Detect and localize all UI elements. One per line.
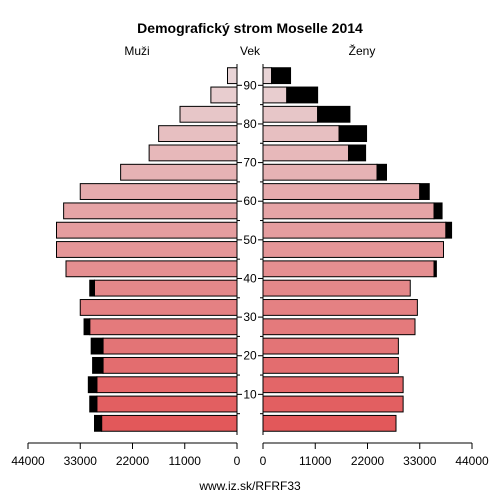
male-bar-65-69 (120, 163, 238, 181)
x-tick-label-left: 22000 (116, 454, 150, 468)
male-bars (56, 67, 238, 432)
female-bar-70-74 (262, 144, 349, 162)
male-bar-40-44 (65, 260, 238, 278)
female-bar-85-89 (262, 86, 288, 104)
female-bar-65-69 (262, 163, 378, 181)
female-surplus-bar-40-44 (433, 260, 437, 278)
x-tick-label-left: 11000 (169, 454, 202, 468)
left-label: Muži (124, 44, 149, 58)
male-bar-80-84 (179, 105, 238, 123)
female-surplus-bar-80-84 (317, 105, 351, 123)
female-bar-15-19 (262, 356, 399, 374)
age-tick-label: 80 (243, 117, 257, 131)
age-tick-label: 90 (243, 78, 257, 92)
male-bar-50-54 (56, 221, 238, 239)
female-bar-60-64 (262, 183, 421, 200)
x-tick-label-left: 0 (234, 454, 241, 468)
x-tick-label-left: 44000 (11, 454, 45, 468)
female-surplus-bar-55-59 (433, 202, 443, 220)
male-bar-90+ (227, 67, 238, 85)
x-tick-label-right: 22000 (351, 454, 385, 468)
female-bar-40-44 (262, 260, 435, 278)
female-bar-75-79 (262, 125, 340, 143)
female-bar-0-4 (262, 414, 397, 432)
female-bar-90+ (262, 67, 273, 85)
age-tick-label: 50 (243, 233, 257, 247)
axes: 44000 33000 22000 11000 0 0 11000 22000 33000 440… (11, 64, 489, 468)
male-surplus-bar-0-4 (94, 414, 103, 432)
age-tick-label: 10 (243, 387, 257, 401)
female-bar-50-54 (262, 221, 447, 239)
x-tick-label-right: 33000 (403, 454, 437, 468)
male-surplus-bar-5-9 (89, 395, 98, 413)
female-bar-5-9 (262, 395, 404, 413)
male-surplus-bar-15-19 (92, 356, 104, 374)
x-tick-label-right: 44000 (455, 454, 489, 468)
male-bar-15-19 (102, 356, 238, 374)
male-bar-75-79 (158, 125, 238, 143)
male-bar-55-59 (63, 202, 238, 220)
x-tick-label-right: 0 (260, 454, 267, 468)
x-tick-label-left: 33000 (64, 454, 98, 468)
age-tick-label: 20 (243, 349, 257, 363)
male-surplus-bar-10-14 (87, 376, 98, 394)
female-surplus-bar-65-69 (376, 163, 387, 181)
center-label: Vek (240, 44, 261, 58)
male-bar-25-29 (89, 318, 238, 336)
male-bar-10-14 (96, 376, 238, 394)
male-bar-85-89 (210, 86, 238, 104)
female-bar-30-34 (262, 299, 418, 316)
male-surplus-bar-20-24 (90, 337, 104, 355)
age-tick-label: 40 (243, 271, 257, 285)
female-surplus-bar-70-74 (348, 144, 367, 162)
female-surplus-bar-75-79 (338, 125, 368, 143)
female-bar-20-24 (262, 337, 399, 355)
male-bar-60-64 (79, 183, 238, 200)
male-surplus-bar-35-39 (89, 279, 95, 297)
female-surplus-bar-85-89 (286, 86, 319, 104)
female-bar-55-59 (262, 202, 435, 220)
female-bar-45-49 (262, 241, 444, 258)
female-surplus-bar-60-64 (419, 183, 430, 200)
female-bar-10-14 (262, 376, 404, 394)
male-bar-45-49 (56, 241, 238, 258)
male-bar-5-9 (96, 395, 238, 413)
age-tick-label: 70 (243, 156, 257, 170)
female-surplus-bar-50-54 (445, 221, 453, 239)
female-bar-35-39 (262, 279, 411, 297)
chart-title: Demografický strom Moselle 2014 (137, 20, 363, 36)
male-bar-20-24 (102, 337, 238, 355)
source-label: www.iz.sk/RFRF33 (198, 479, 301, 493)
male-bar-35-39 (94, 279, 238, 297)
right-label: Ženy (349, 43, 376, 58)
male-bar-30-34 (79, 299, 238, 316)
female-bar-80-84 (262, 105, 319, 123)
female-surplus-bar-90+ (271, 67, 292, 85)
male-bar-70-74 (148, 144, 238, 162)
male-bar-0-4 (101, 414, 238, 432)
age-tick-label: 30 (243, 310, 257, 324)
female-bars (262, 67, 453, 432)
female-bar-25-29 (262, 318, 416, 336)
x-tick-label-right: 11000 (299, 454, 332, 468)
age-tick-label: 60 (243, 194, 257, 208)
male-surplus-bar-25-29 (83, 318, 91, 336)
